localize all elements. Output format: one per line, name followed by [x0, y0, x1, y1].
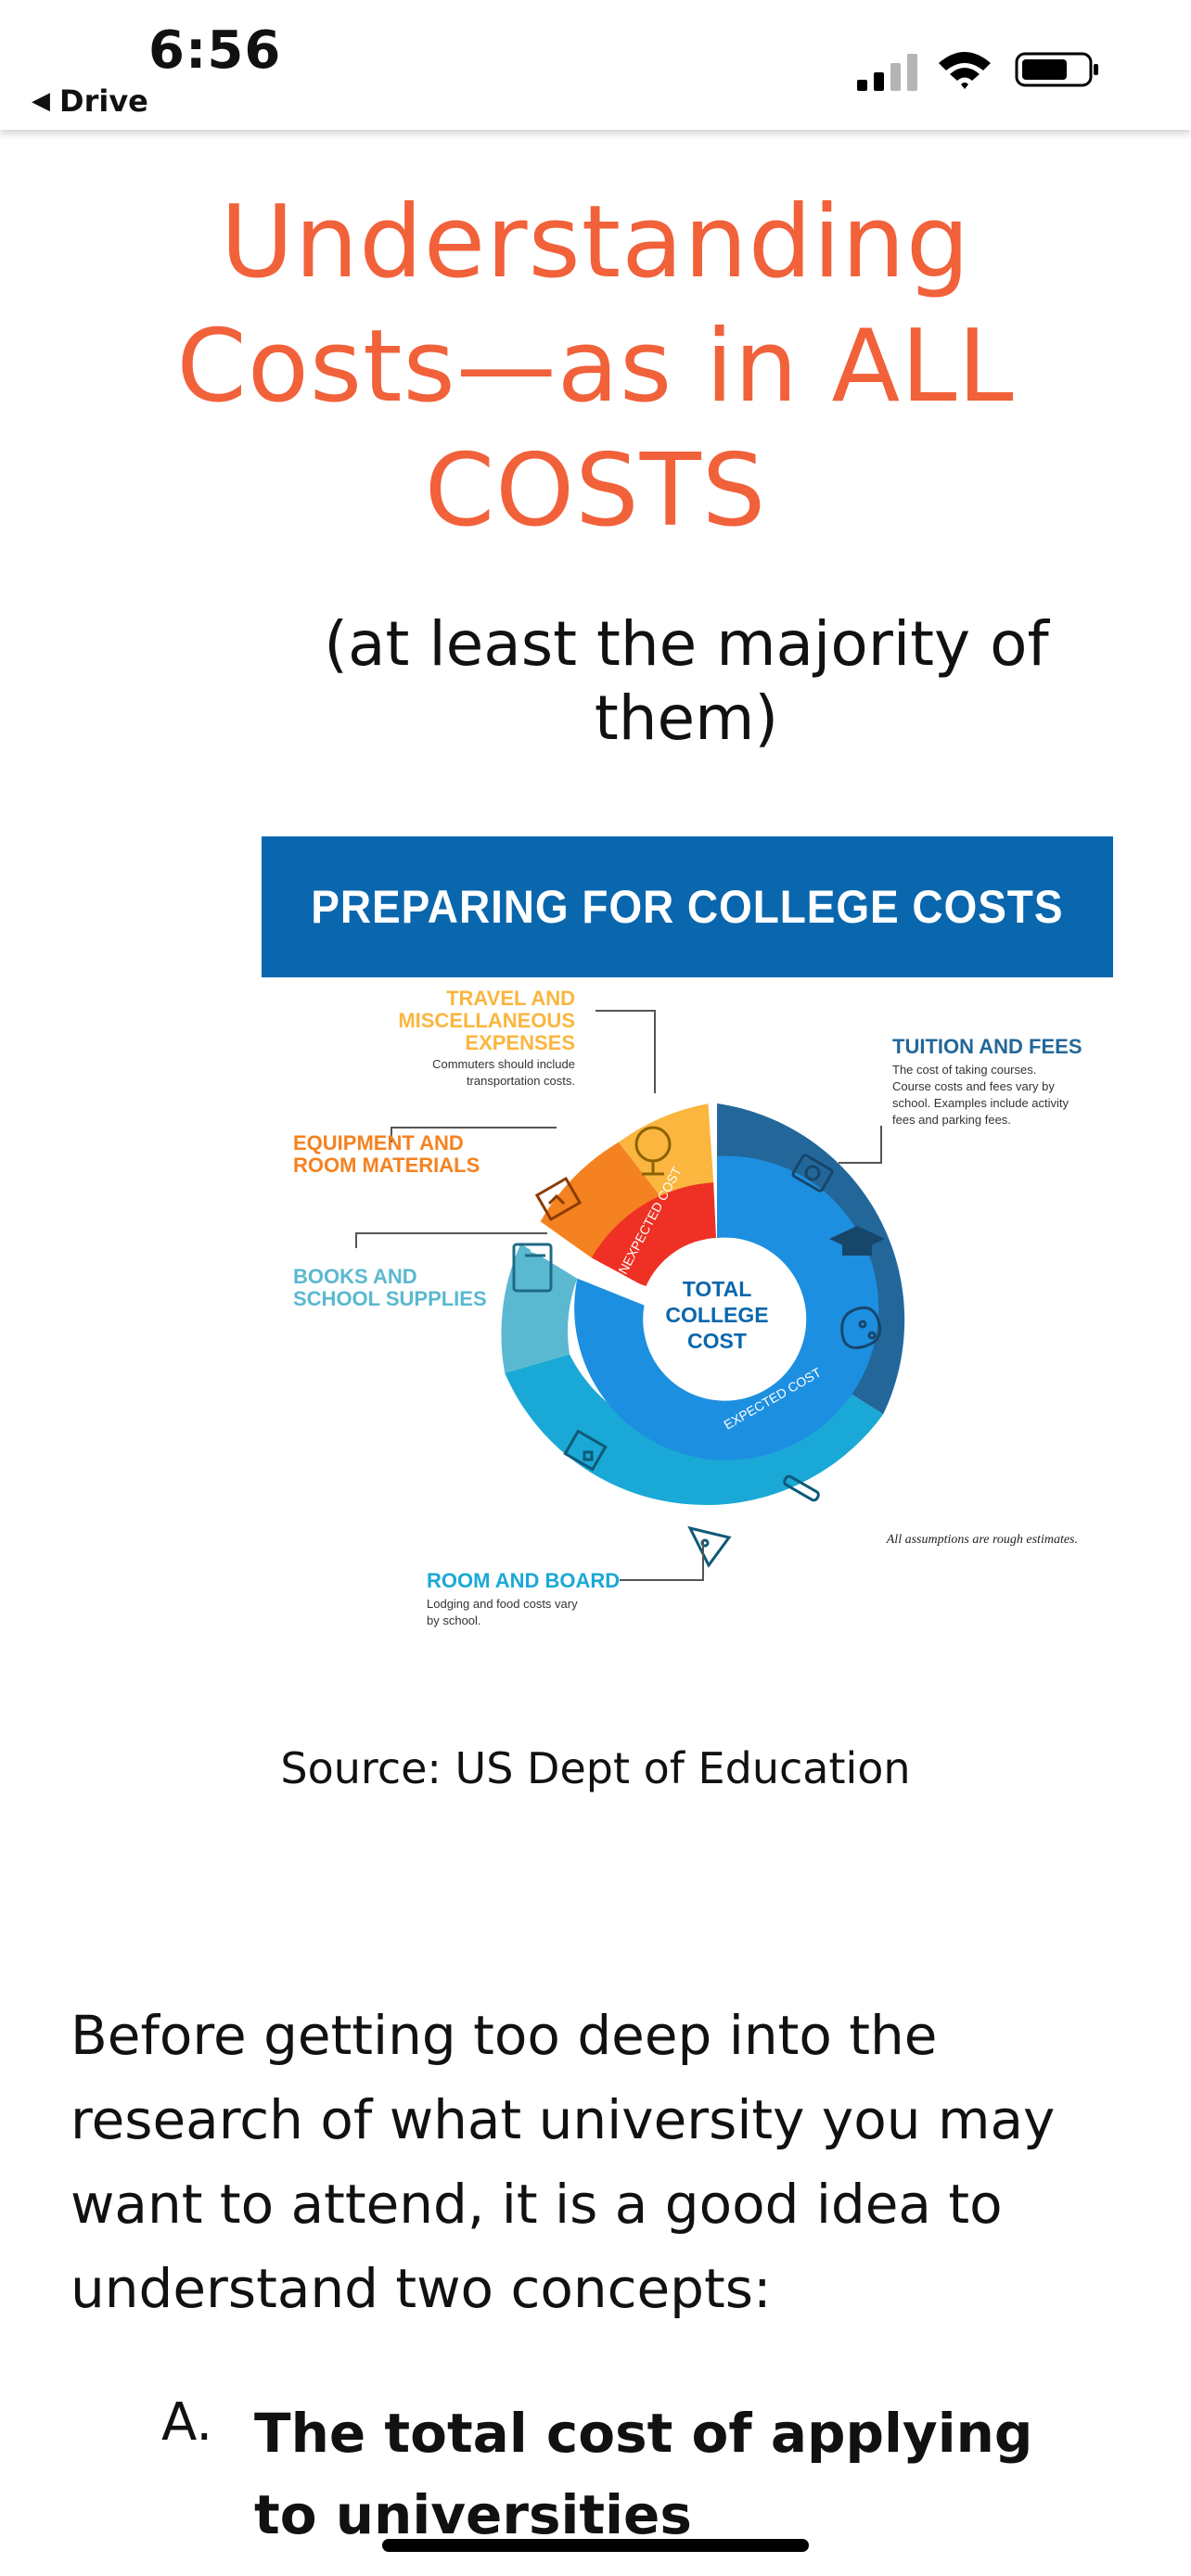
travel-label: TRAVEL AND MISCELLANEOUS EXPENSES Commut…: [398, 987, 575, 1088]
banner-title: PREPARING FOR COLLEGE COSTS: [311, 881, 1064, 933]
travel-desc-line: Commuters should include: [432, 1057, 575, 1071]
status-bar: 6:56 ◀ Drive: [0, 0, 1191, 130]
books-segment: [501, 1243, 578, 1373]
room-board-label: ROOM AND BOARD Lodging and food costs va…: [427, 1569, 620, 1627]
list-item-text: The total cost of applying to universiti…: [254, 2402, 1033, 2546]
back-arrow-icon: ◀: [32, 87, 50, 115]
center-label-line: COST: [687, 1329, 747, 1353]
body-paragraph: Before getting too deep into the researc…: [70, 2004, 1056, 2320]
center-label-line: TOTAL: [683, 1277, 752, 1301]
easel-icon: [534, 1176, 583, 1222]
tuition-desc-line: school. Examples include activity: [892, 1096, 1069, 1110]
tuition-desc-line: fees and parking fees.: [892, 1113, 1011, 1127]
expected-cost-ring: [574, 1155, 879, 1460]
page-title: Understanding Costs—as in ALL COSTS: [0, 181, 1191, 554]
subtitle-line: them): [594, 682, 779, 754]
list-item-marker: A.: [161, 2392, 213, 2453]
travel-title-line: MISCELLANEOUS: [398, 1009, 575, 1032]
books-title-line: SCHOOL SUPPLIES: [293, 1287, 487, 1310]
travel-title-line: TRAVEL AND: [446, 987, 575, 1010]
back-label: Drive: [59, 83, 148, 119]
travel-leader-line: [596, 1010, 656, 1093]
dorm-building-icon: [563, 1429, 608, 1472]
books-title-line: BOOKS AND: [293, 1265, 417, 1288]
subtitle-line: (at least the majority of: [324, 608, 1049, 680]
tuition-title-line: TUITION AND FEES: [892, 1035, 1082, 1058]
equipment-segment: [540, 1141, 663, 1258]
travel-segment: [619, 1103, 714, 1200]
cost-donut-chart: TOTAL COLLEGE COST UNEXPECTED COST EXPEC…: [293, 987, 1082, 1627]
title-line: Understanding: [220, 185, 971, 300]
tuition-label: TUITION AND FEES The cost of taking cour…: [892, 1035, 1082, 1127]
back-to-drive-button[interactable]: ◀ Drive: [32, 83, 148, 119]
title-line: COSTS: [424, 433, 767, 549]
title-line: Costs—as in ALL: [176, 309, 1015, 425]
palette-icon: [840, 1306, 882, 1349]
globe-icon: [634, 1126, 672, 1176]
equipment-label: EQUIPMENT AND ROOM MATERIALS: [293, 1131, 480, 1177]
center-label-line: COLLEGE: [665, 1303, 768, 1327]
money-icon: [791, 1154, 834, 1192]
battery-icon: [1015, 52, 1098, 87]
equipment-title-line: ROOM MATERIALS: [293, 1154, 480, 1177]
equipment-title-line: EQUIPMENT AND: [293, 1131, 464, 1154]
equipment-leader-line: [391, 1127, 557, 1142]
room-leader-line: [620, 1541, 704, 1581]
infographic-banner: PREPARING FOR COLLEGE COSTS: [262, 836, 1113, 977]
wifi-icon: [939, 52, 991, 89]
travel-desc-line: transportation costs.: [467, 1074, 575, 1088]
college-costs-infographic: PREPARING FOR COLLEGE COSTS TOTAL COLLEG…: [262, 836, 1113, 1643]
tuition-desc-line: Course costs and fees vary by: [892, 1079, 1055, 1093]
page-subtitle: (at least the majority of them): [278, 607, 1095, 756]
source-caption: Source: US Dept of Education: [280, 1743, 911, 1793]
tuition-desc-line: The cost of taking courses.: [892, 1063, 1036, 1077]
status-time: 6:56: [148, 20, 282, 81]
home-indicator[interactable]: [382, 2539, 809, 2552]
tuition-leader-line: [839, 1126, 882, 1164]
room-board-segment: [505, 1354, 884, 1506]
toothbrush-icon: [783, 1474, 820, 1502]
books-leader-line: [355, 1232, 547, 1248]
graduation-cap-icon: [829, 1226, 885, 1256]
room-title-line: ROOM AND BOARD: [427, 1569, 620, 1592]
travel-title-line: EXPENSES: [465, 1031, 575, 1054]
book-icon: [512, 1243, 553, 1293]
infographic-footnote: All assumptions are rough estimates.: [886, 1533, 1078, 1547]
unexpected-cost-ring: [591, 1182, 716, 1287]
books-label: BOOKS AND SCHOOL SUPPLIES: [293, 1265, 487, 1310]
pizza-icon: [687, 1525, 732, 1568]
room-desc-line: by school.: [427, 1613, 481, 1627]
room-desc-line: Lodging and food costs vary: [427, 1597, 578, 1611]
cellular-signal-icon: [857, 54, 917, 91]
